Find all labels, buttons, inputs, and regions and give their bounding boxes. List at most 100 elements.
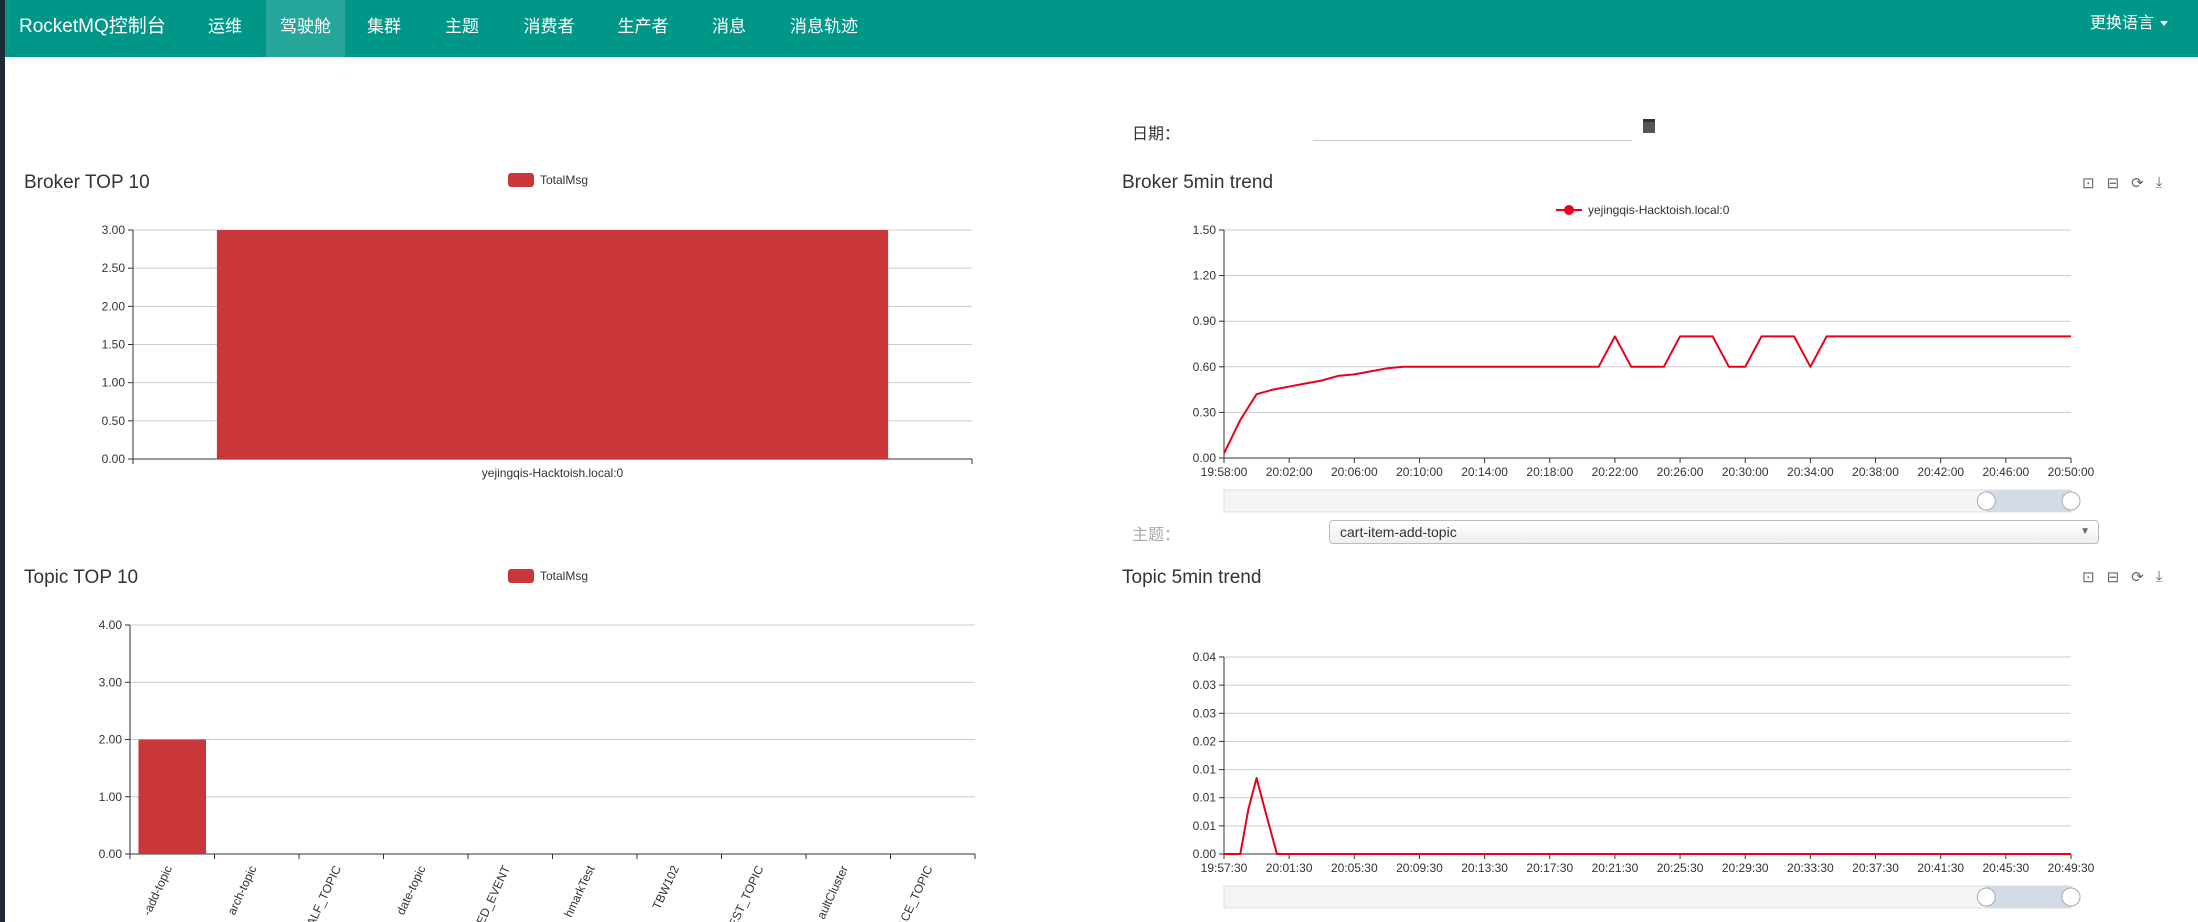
y-tick-label: 0.00	[99, 847, 123, 861]
x-tick-label: arch-topic	[225, 863, 260, 917]
y-tick-label: 2.00	[99, 733, 123, 747]
broker-top-title: Broker TOP 10	[24, 172, 150, 193]
legend-line-marker-icon	[1556, 205, 1582, 215]
y-tick-label: 0.00	[102, 452, 126, 466]
x-tick-label: -add-topic	[140, 863, 175, 917]
x-tick-label: 20:49:30	[2048, 861, 2095, 875]
broker-trend-legend[interactable]: yejingqis-Hacktoish.local:0	[1556, 203, 1729, 217]
topic-label: 主题：	[1132, 527, 1181, 544]
topic-trend-title: Topic 5min trend	[1122, 567, 1262, 588]
datazoom-handle[interactable]	[1976, 887, 1996, 907]
x-tick-label: 20:14:00	[1461, 465, 1508, 479]
x-tick-label: 20:21:30	[1592, 861, 1639, 875]
y-tick-label: 0.04	[1193, 650, 1217, 664]
topic-trend-chart: 0.00 0.01 0.01 0.01 0.02 0.03 0.03 0.04 19:57:30…	[1193, 650, 2095, 909]
zoom-reset-icon[interactable]: ⊟	[2106, 175, 2120, 192]
datazoom-slider[interactable]	[1223, 885, 2072, 909]
nav-consumer[interactable]: 消费者	[523, 17, 575, 36]
nav-message-trace[interactable]: 消息轨迹	[790, 17, 858, 36]
language-dropdown[interactable]: 更换语言	[2090, 0, 2168, 48]
legend-swatch	[508, 569, 534, 583]
datazoom-slider[interactable]	[1223, 489, 2072, 513]
broker-top-chart: 0.00 0.50 1.00 1.50 2.00 2.50 3.00 yejingqis-Ha…	[102, 223, 973, 480]
y-tick-label: 0.01	[1193, 819, 1217, 833]
x-tick-label: 19:58:00	[1201, 465, 1248, 479]
x-tick-label: ALF_TOPIC	[304, 863, 344, 922]
date-input[interactable]	[1313, 117, 1632, 141]
nav-topic[interactable]: 主题	[445, 17, 479, 36]
legend-swatch	[508, 173, 534, 187]
legend-label: yejingqis-Hacktoish.local:0	[1588, 203, 1730, 217]
datazoom-window	[1986, 490, 2071, 512]
x-tick-label: ED_EVENT	[474, 863, 514, 922]
datazoom-window	[1986, 886, 2071, 908]
bar	[216, 230, 889, 459]
y-tick-label: 0.00	[1193, 847, 1217, 861]
x-tick-label: 20:42:00	[1917, 465, 1964, 479]
topic-top-title: Topic TOP 10	[24, 567, 139, 588]
y-tick-label: 2.50	[102, 261, 126, 275]
x-tick-label: 20:02:00	[1266, 465, 1313, 479]
zoom-reset-icon[interactable]: ⊟	[2106, 569, 2120, 586]
x-tick-label: yejingqis-Hacktoish.local:0	[482, 466, 624, 480]
nav-cluster[interactable]: 集群	[367, 17, 401, 36]
y-tick-label: 1.00	[99, 790, 123, 804]
x-tick-label: 19:57:30	[1201, 861, 1248, 875]
nav-message[interactable]: 消息	[712, 17, 746, 36]
broker-trend-toolbox: ⊡ ⊟ ⟳ ⤓	[2082, 174, 2162, 192]
y-tick-label: 3.00	[102, 223, 126, 237]
y-tick-label: 1.20	[1193, 269, 1217, 283]
broker-top-legend[interactable]: TotalMsg	[508, 173, 588, 187]
nav-producer[interactable]: 生产者	[617, 17, 669, 36]
y-tick-label: 0.50	[102, 414, 126, 428]
brand-logo[interactable]: RocketMQ控制台	[19, 16, 166, 37]
x-tick-label: 20:13:30	[1461, 861, 1508, 875]
x-tick-label: 20:46:00	[1982, 465, 2029, 479]
nav-dashboard[interactable]: 驾驶舱	[266, 0, 345, 57]
topic-top-legend[interactable]: TotalMsg	[508, 569, 588, 583]
x-tick-label: date-topic	[394, 863, 429, 917]
x-tick-label: EST_TOPIC	[726, 863, 767, 922]
x-tick-label: hmarkTest	[561, 863, 597, 920]
restore-icon[interactable]: ⟳	[2131, 175, 2144, 192]
series-line	[1224, 777, 2071, 855]
x-tick-label: 20:30:00	[1722, 465, 1769, 479]
x-tick-label: 20:17:30	[1526, 861, 1573, 875]
restore-icon[interactable]: ⟳	[2131, 569, 2144, 586]
y-tick-label: 0.60	[1193, 360, 1217, 374]
x-tick-label: aultCluster	[814, 863, 851, 921]
x-tick-label: 20:33:30	[1787, 861, 1834, 875]
date-label: 日期：	[1132, 126, 1181, 143]
x-tick-label: 20:29:30	[1722, 861, 1769, 875]
topic-top-chart: 0.00 1.00 2.00 3.00 4.00 -add-topic arch-topic…	[99, 618, 976, 922]
datazoom-handle[interactable]	[1976, 491, 1996, 511]
x-tick-label: 20:09:30	[1396, 861, 1443, 875]
x-tick-label: 20:38:00	[1852, 465, 1899, 479]
x-tick-label: TBW102	[650, 863, 683, 912]
topic-trend-toolbox: ⊡ ⊟ ⟳ ⤓	[2082, 568, 2162, 586]
zoom-icon[interactable]: ⊡	[2082, 569, 2095, 586]
broker-trend-chart: 0.00 0.30 0.60 0.90 1.20 1.50 19:58:00 20:02:00…	[1193, 223, 2095, 513]
legend-label: TotalMsg	[540, 173, 589, 187]
y-tick-label: 1.00	[102, 376, 126, 390]
y-tick-label: 0.02	[1193, 734, 1217, 748]
x-tick-label: 20:45:30	[1982, 861, 2029, 875]
download-icon[interactable]: ⤓	[2155, 174, 2163, 191]
x-tick-label: 20:10:00	[1396, 465, 1443, 479]
x-tick-label: 20:25:30	[1657, 861, 1704, 875]
calendar-icon[interactable]	[1643, 119, 1655, 133]
datazoom-handle[interactable]	[2061, 491, 2081, 511]
language-label: 更换语言	[2089, 15, 2154, 32]
y-tick-label: 0.03	[1193, 678, 1217, 692]
zoom-icon[interactable]: ⊡	[2082, 175, 2095, 192]
x-tick-label: 20:37:30	[1852, 861, 1899, 875]
y-tick-label: 0.00	[1193, 451, 1217, 465]
topic-select[interactable]: cart-item-add-topic ▼	[1329, 520, 2099, 544]
legend-label: TotalMsg	[540, 569, 589, 583]
download-icon[interactable]: ⤓	[2155, 568, 2163, 585]
y-tick-label: 4.00	[99, 618, 123, 632]
nav-ops[interactable]: 运维	[208, 17, 242, 36]
x-tick-label: 20:50:00	[2048, 465, 2095, 479]
datazoom-handle[interactable]	[2061, 887, 2081, 907]
bar	[138, 739, 207, 854]
